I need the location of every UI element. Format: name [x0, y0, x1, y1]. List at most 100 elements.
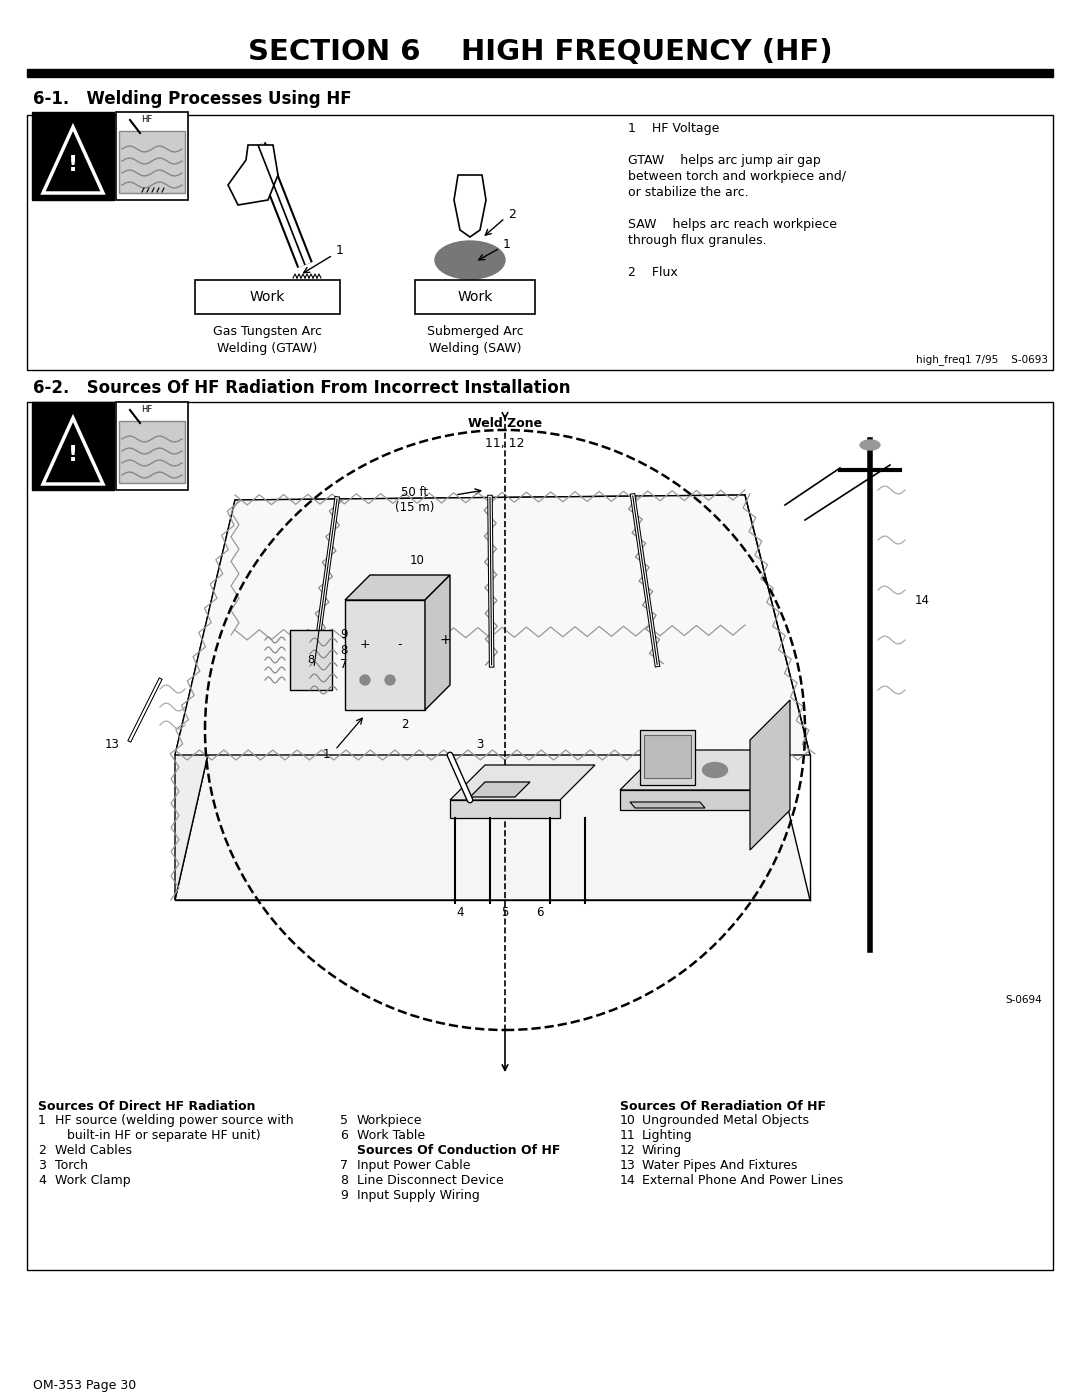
Text: 4: 4 [38, 1173, 45, 1187]
Text: 2: 2 [508, 208, 516, 222]
Text: 14: 14 [620, 1173, 636, 1187]
Text: 8: 8 [340, 1173, 348, 1187]
Text: Sources Of Conduction Of HF: Sources Of Conduction Of HF [357, 1144, 561, 1157]
Text: 11, 12: 11, 12 [485, 437, 525, 450]
Text: Sources Of Direct HF Radiation: Sources Of Direct HF Radiation [38, 1099, 256, 1113]
Text: Sources Of Reradiation Of HF: Sources Of Reradiation Of HF [620, 1099, 826, 1113]
Polygon shape [426, 576, 450, 710]
Text: 5: 5 [501, 907, 509, 919]
Text: 14: 14 [915, 594, 930, 606]
Text: 3: 3 [38, 1160, 45, 1172]
Bar [119, 131, 185, 193]
Text: 1: 1 [336, 244, 343, 257]
Text: 9: 9 [340, 1189, 348, 1201]
Text: 1    HF Voltage: 1 HF Voltage [627, 122, 719, 136]
Text: 1: 1 [38, 1113, 45, 1127]
Text: SECTION 6    HIGH FREQUENCY (HF): SECTION 6 HIGH FREQUENCY (HF) [247, 38, 833, 66]
Ellipse shape [435, 242, 505, 279]
Text: 8: 8 [340, 644, 348, 657]
Text: Work Table: Work Table [357, 1129, 426, 1141]
Polygon shape [175, 630, 810, 900]
Polygon shape [620, 750, 789, 789]
Text: Water Pipes And Fixtures: Water Pipes And Fixtures [642, 1160, 797, 1172]
Text: Weld Cables: Weld Cables [55, 1144, 132, 1157]
Text: +: + [360, 638, 370, 651]
Text: 2: 2 [38, 1144, 45, 1157]
Text: Workpiece: Workpiece [357, 1113, 422, 1127]
Text: or stabilize the arc.: or stabilize the arc. [627, 186, 748, 198]
Polygon shape [454, 175, 486, 237]
Text: External Phone And Power Lines: External Phone And Power Lines [642, 1173, 843, 1187]
Text: 10: 10 [410, 553, 426, 567]
Polygon shape [630, 802, 705, 807]
Text: OM-353 Page 30: OM-353 Page 30 [33, 1379, 136, 1391]
Text: !: ! [68, 155, 78, 175]
Bar [644, 735, 691, 778]
Text: Input Power Cable: Input Power Cable [357, 1160, 471, 1172]
Text: Torch: Torch [55, 1160, 87, 1172]
Polygon shape [750, 700, 789, 849]
Polygon shape [228, 145, 278, 205]
Text: S-0694: S-0694 [1005, 995, 1042, 1004]
Text: 13: 13 [105, 739, 120, 752]
Text: 3: 3 [476, 739, 484, 752]
Text: HF: HF [141, 405, 152, 415]
Text: between torch and workpiece and/: between torch and workpiece and/ [627, 170, 846, 183]
Text: 8: 8 [308, 655, 314, 665]
Text: !: ! [68, 446, 78, 465]
Bar [291, 630, 332, 690]
Bar [415, 279, 535, 314]
Text: 7: 7 [340, 1160, 348, 1172]
Text: 1: 1 [503, 239, 511, 251]
Text: Work: Work [249, 291, 285, 305]
Text: 2    Flux: 2 Flux [627, 265, 678, 279]
Bar [195, 279, 340, 314]
Text: 1: 1 [323, 749, 330, 761]
Circle shape [384, 675, 395, 685]
Text: Wiring: Wiring [642, 1144, 683, 1157]
Text: high_freq1 7/95    S-0693: high_freq1 7/95 S-0693 [916, 353, 1048, 365]
Circle shape [360, 675, 370, 685]
Ellipse shape [702, 763, 728, 778]
Bar [119, 420, 185, 483]
Bar [32, 402, 114, 490]
Text: 4: 4 [456, 907, 463, 919]
Text: Gas Tungsten Arc
Welding (GTAW): Gas Tungsten Arc Welding (GTAW) [213, 326, 322, 355]
Text: 10: 10 [620, 1113, 636, 1127]
Bar [27, 68, 1053, 77]
Text: 13: 13 [620, 1160, 636, 1172]
Text: 6-2.   Sources Of HF Radiation From Incorrect Installation: 6-2. Sources Of HF Radiation From Incorr… [33, 379, 570, 397]
Bar [116, 112, 188, 200]
Bar [116, 402, 188, 490]
Text: through flux granules.: through flux granules. [627, 235, 767, 247]
Polygon shape [345, 599, 426, 710]
Text: built-in HF or separate HF unit): built-in HF or separate HF unit) [55, 1129, 260, 1141]
Polygon shape [175, 495, 810, 754]
Bar [27, 402, 1053, 1270]
Text: Ungrounded Metal Objects: Ungrounded Metal Objects [642, 1113, 809, 1127]
Text: GTAW    helps arc jump air gap: GTAW helps arc jump air gap [627, 154, 821, 168]
Polygon shape [450, 766, 595, 800]
Polygon shape [470, 782, 530, 798]
Text: Weld Zone: Weld Zone [468, 416, 542, 430]
Text: -: - [397, 638, 402, 651]
Text: 6: 6 [340, 1129, 348, 1141]
Polygon shape [175, 500, 235, 900]
Text: 12: 12 [620, 1144, 636, 1157]
Polygon shape [450, 800, 561, 819]
Text: 2: 2 [402, 718, 408, 732]
Text: 5: 5 [340, 1113, 348, 1127]
Text: Input Supply Wiring: Input Supply Wiring [357, 1189, 480, 1201]
Ellipse shape [860, 440, 880, 450]
Text: SAW    helps arc reach workpiece: SAW helps arc reach workpiece [627, 218, 837, 231]
Text: 50 ft
(15 m): 50 ft (15 m) [395, 486, 434, 514]
Text: Work: Work [457, 291, 492, 305]
Text: Line Disconnect Device: Line Disconnect Device [357, 1173, 503, 1187]
Text: 9: 9 [340, 629, 348, 641]
Text: +: + [440, 633, 450, 647]
Polygon shape [640, 731, 696, 785]
Text: Work Clamp: Work Clamp [55, 1173, 131, 1187]
Text: HF source (welding power source with: HF source (welding power source with [55, 1113, 294, 1127]
Polygon shape [235, 495, 745, 636]
Text: 6-1.   Welding Processes Using HF: 6-1. Welding Processes Using HF [33, 89, 352, 108]
